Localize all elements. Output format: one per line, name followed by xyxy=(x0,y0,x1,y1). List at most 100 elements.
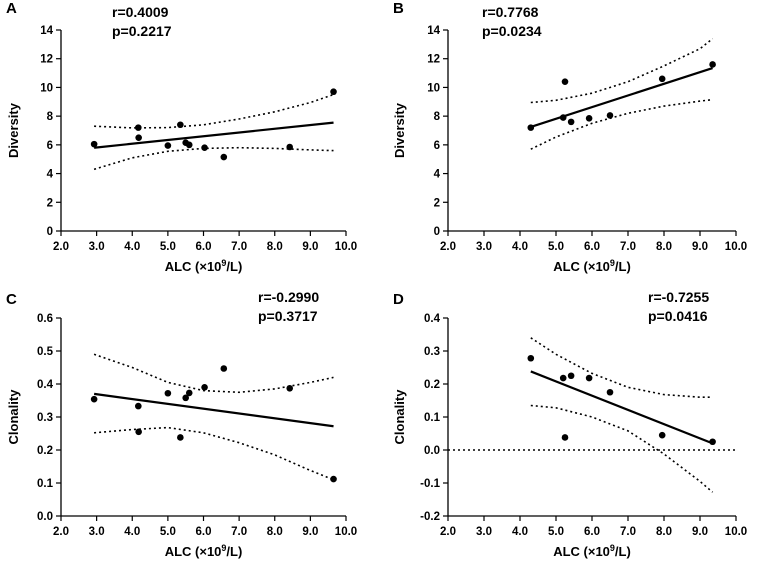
data-point xyxy=(185,141,193,149)
y-tick-label: 10 xyxy=(40,82,53,94)
data-point xyxy=(135,134,142,141)
data-point xyxy=(567,372,575,380)
data-point xyxy=(606,388,614,396)
stat-r-value: r=0.7768 xyxy=(482,4,539,20)
regression-line xyxy=(530,370,714,445)
data-point xyxy=(561,78,569,85)
data-point xyxy=(201,384,208,391)
x-tick-label: 4.0 xyxy=(512,241,528,253)
x-tick-label: 6.0 xyxy=(196,526,212,538)
panel-label: A xyxy=(6,0,17,17)
data-point xyxy=(709,438,716,446)
stat-p-value: p=0.0234 xyxy=(482,23,542,39)
x-tick-label: 6.0 xyxy=(584,526,600,538)
data-point xyxy=(135,124,142,131)
y-tick-label: 0.2 xyxy=(424,379,440,391)
y-tick-label: 2 xyxy=(434,197,440,209)
data-point xyxy=(185,389,193,397)
y-tick-label: 14 xyxy=(40,25,53,37)
regression-line xyxy=(530,66,713,128)
x-tick-label: 3.0 xyxy=(476,241,492,253)
panel-c: C 0.0 0.1 0.2 0.3 0.4 0.5 0.6 2.0 3.0 4.0 5.0 6.0 7.0… xyxy=(6,289,357,559)
y-tick-label: 10 xyxy=(427,82,440,94)
y-tick-label: 0 xyxy=(47,226,53,238)
y-tick-label: 6 xyxy=(47,140,53,152)
data-point xyxy=(585,374,593,382)
x-tick-label: 4.0 xyxy=(512,526,528,538)
y-tick-label: 4 xyxy=(434,169,441,181)
data-point xyxy=(559,374,567,382)
panel-b: B 0 2 4 6 8 10 12 14 2.0 3.0 4.0 5.0 6.0 7.0 8.0 9.0 10.0… xyxy=(392,0,747,274)
ci-upper-band xyxy=(530,37,714,104)
x-tick-label: 9.0 xyxy=(302,241,318,253)
data-point xyxy=(177,121,184,129)
data-point xyxy=(561,434,569,441)
x-axis-title: ALC (×109/L) xyxy=(553,258,631,274)
x-axis-title: ALC (×109/L) xyxy=(553,543,631,559)
data-point xyxy=(585,114,593,122)
y-tick-label: 0.4 xyxy=(424,313,441,325)
x-tick-label: 7.0 xyxy=(620,526,636,538)
y-tick-label: 0.1 xyxy=(424,412,441,424)
x-tick-label: 2.0 xyxy=(53,526,69,538)
y-tick-label: 8 xyxy=(434,111,441,123)
x-tick-label: 6.0 xyxy=(584,241,600,253)
y-axis-title: Clonality xyxy=(392,389,407,445)
stat-p-value: p=0.0416 xyxy=(648,308,708,324)
panel-d: D -0.2 -0.1 0.0 0.1 0.2 0.3 0.4 2.0 3.0 4.0 5.0 6.0 7… xyxy=(392,289,747,559)
y-tick-label: 0.6 xyxy=(37,313,53,325)
data-point xyxy=(330,475,337,483)
x-axis-title: ALC (×109/L) xyxy=(165,543,243,559)
data-point xyxy=(658,431,666,439)
y-tick-label: 0.1 xyxy=(37,478,54,490)
stat-p-value: p=0.3717 xyxy=(258,308,318,324)
data-point xyxy=(527,354,535,362)
y-tick-label: 0.0 xyxy=(424,445,440,457)
data-point xyxy=(164,142,172,149)
data-point xyxy=(220,365,228,372)
y-axis-title: Diversity xyxy=(392,102,407,158)
x-tick-label: 10.0 xyxy=(725,241,747,253)
y-tick-label: 0.5 xyxy=(37,346,54,358)
y-tick-label: 12 xyxy=(40,54,53,66)
ci-upper-band xyxy=(93,353,334,394)
x-tick-label: 9.0 xyxy=(692,241,708,253)
y-tick-label: 2 xyxy=(47,197,53,209)
data-point xyxy=(201,144,208,152)
y-tick-label: -0.2 xyxy=(420,511,440,523)
data-point xyxy=(182,394,189,402)
data-point xyxy=(527,124,535,131)
y-tick-label: 6 xyxy=(434,140,440,152)
stat-r-value: r=0.4009 xyxy=(112,4,169,20)
y-tick-label: 12 xyxy=(427,54,440,66)
y-tick-label: -0.1 xyxy=(420,478,440,490)
data-point xyxy=(135,428,142,436)
y-tick-label: 0.2 xyxy=(37,445,53,457)
x-tick-label: 7.0 xyxy=(231,241,247,253)
x-tick-label: 2.0 xyxy=(53,241,69,253)
regression-line xyxy=(93,392,334,428)
regression-line xyxy=(94,121,334,149)
stat-r-value: r=-0.2990 xyxy=(258,289,319,305)
x-tick-label: 3.0 xyxy=(476,526,492,538)
x-tick-label: 8.0 xyxy=(656,526,672,538)
stat-r-value: r=-0.7255 xyxy=(648,289,709,305)
y-tick-label: 14 xyxy=(427,25,440,37)
data-point xyxy=(330,88,337,96)
data-point xyxy=(177,434,184,441)
data-point xyxy=(90,395,98,403)
y-axis-title: Diversity xyxy=(6,102,21,158)
data-point xyxy=(559,114,567,121)
x-tick-label: 8.0 xyxy=(267,241,283,253)
x-tick-label: 7.0 xyxy=(620,241,636,253)
x-axis-title: ALC (×109/L) xyxy=(165,258,243,274)
stat-p-value: p=0.2217 xyxy=(112,23,172,39)
data-point xyxy=(164,389,172,397)
data-point xyxy=(606,112,614,119)
y-tick-label: 0.3 xyxy=(37,412,53,424)
data-point xyxy=(286,384,294,392)
x-tick-label: 2.0 xyxy=(440,526,456,538)
ci-lower-band xyxy=(530,404,714,493)
y-axis-title: Clonality xyxy=(6,389,21,445)
